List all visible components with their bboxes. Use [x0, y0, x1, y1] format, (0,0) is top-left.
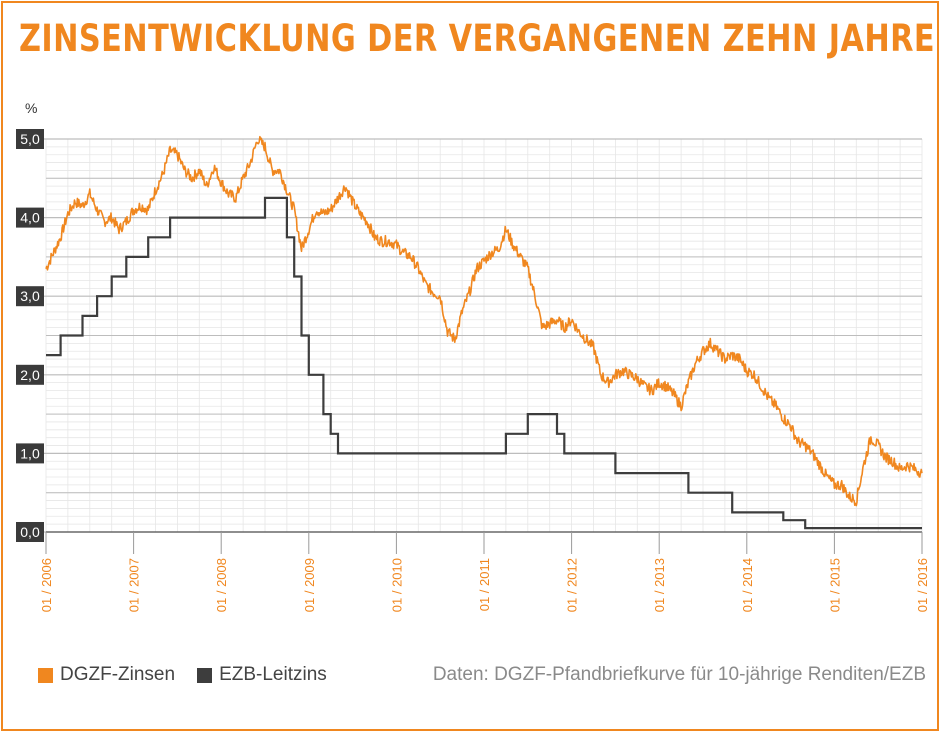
x-tick-label: 01 / 2008: [214, 558, 229, 612]
series-layer: [45, 135, 923, 530]
x-tick-label: 01 / 2006: [39, 558, 54, 612]
y-axis-unit: %: [25, 100, 38, 116]
y-tick-box: [16, 286, 44, 307]
legend-label-ezb: EZB-Leitzins: [219, 664, 327, 685]
y-axis: 5,0 4,0 3,0 2,0 1,0 0,0: [16, 129, 44, 542]
major-grid: [16, 138, 922, 533]
y-tick-box: [16, 522, 44, 542]
y-tick-box: [16, 364, 44, 385]
source-note: Daten: DGZF-Pfandbriefkurve für 10-jähri…: [432, 664, 926, 685]
series-dgzf-zinsen: [45, 135, 923, 507]
legend: DGZF-Zinsen EZB-Leitzins: [38, 664, 349, 686]
y-tick-box: [16, 443, 44, 464]
y-tick-box: [16, 207, 44, 228]
legend-swatch-dgzf: [38, 667, 53, 683]
y-tick-label: 0,0: [20, 524, 40, 540]
legend-item-dgzf: DGZF-Zinsen: [38, 664, 175, 686]
series-ezb-leitzins: [46, 196, 922, 530]
y-tick-label: 1,0: [20, 445, 40, 461]
y-tick-label: 3,0: [20, 288, 40, 304]
x-tick-label: 01 / 2010: [389, 558, 404, 612]
y-tick-label: 2,0: [20, 367, 40, 383]
x-tick-label: 01 / 2015: [827, 558, 842, 612]
legend-item-ezb: EZB-Leitzins: [197, 664, 327, 686]
y-tick-box: [16, 129, 44, 149]
x-tick-label: 01 / 2012: [565, 558, 580, 612]
x-tick-label: 01 / 2014: [740, 558, 755, 612]
y-tick-label: 5,0: [20, 131, 40, 147]
x-axis: 01 / 2006 01 / 2007 01 / 2008 01 / 2009 01 /…: [39, 531, 930, 612]
legend-swatch-ezb: [197, 667, 213, 683]
y-tick-label: 4,0: [20, 210, 40, 226]
x-tick-label: 01 / 2011: [477, 558, 492, 611]
x-tick-label: 01 / 2013: [652, 558, 667, 612]
legend-label-dgzf: DGZF-Zinsen: [60, 664, 176, 685]
x-tick-label: 01 / 2016: [915, 558, 930, 612]
x-tick-label: 01 / 2007: [127, 558, 142, 612]
x-tick-label: 01 / 2009: [302, 558, 317, 612]
chart-title: ZINSENTWICKLUNG DER VERGANGENEN ZEHN JAH…: [19, 17, 936, 60]
